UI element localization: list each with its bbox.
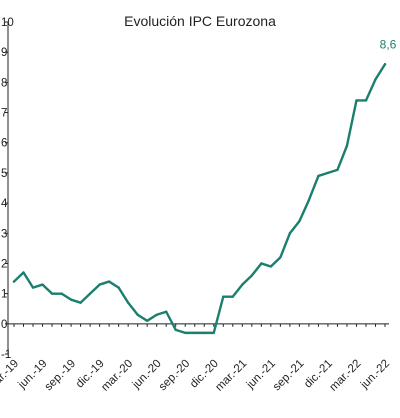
data-point — [364, 99, 368, 102]
data-point — [136, 313, 139, 316]
y-tick-label: 9 — [1, 47, 7, 59]
x-tick-label: jun.-22 — [358, 358, 392, 392]
y-tick-label: 10 — [1, 17, 14, 29]
y-tick-label: 6 — [1, 138, 7, 150]
data-point — [250, 274, 254, 277]
data-point — [126, 301, 130, 304]
y-tick-label: 4 — [1, 198, 8, 210]
data-point — [231, 295, 234, 298]
data-point — [345, 144, 349, 147]
series-layer — [12, 63, 387, 335]
data-point — [184, 331, 187, 335]
data-point — [174, 328, 177, 332]
data-point — [155, 313, 158, 316]
y-tick-label: 5 — [1, 168, 7, 180]
data-point — [203, 331, 206, 335]
data-point — [60, 292, 63, 295]
y-tick-label: 1 — [1, 289, 7, 301]
y-axis: -1 0 1 2 3 4 5 6 7 8 9 10 — [1, 17, 14, 361]
data-point — [336, 168, 339, 172]
data-point — [279, 256, 282, 259]
data-point — [145, 319, 149, 322]
x-tick-label: mar.-19 — [0, 358, 21, 394]
data-point — [107, 280, 111, 283]
x-axis: mar.-19jun.-19sep.-19dic.-19mar.-20jun.-… — [0, 323, 392, 394]
data-point — [212, 331, 215, 335]
data-point — [326, 171, 330, 175]
data-point — [88, 292, 92, 295]
x-tick-label: mar.-21 — [213, 358, 249, 394]
data-point — [374, 78, 377, 81]
data-point — [307, 198, 311, 202]
data-point — [50, 292, 54, 295]
y-tick-label: 0 — [1, 319, 7, 331]
data-point — [117, 286, 120, 289]
data-point — [355, 99, 358, 102]
data-point — [31, 286, 35, 289]
y-tick-label: 8 — [1, 77, 7, 89]
data-label-layer: 8,6 — [380, 37, 397, 51]
data-point — [260, 262, 263, 265]
data-point — [383, 63, 387, 66]
y-tick-label: -1 — [1, 349, 11, 361]
data-point — [41, 283, 44, 286]
y-tick-label: 7 — [1, 108, 7, 120]
data-point — [165, 310, 168, 313]
x-tick-label: sep.-20 — [157, 358, 193, 394]
data-label: 8,6 — [380, 37, 397, 51]
x-tick-label: mar.-20 — [99, 358, 135, 394]
data-point — [241, 283, 244, 286]
chart-title: Evolución IPC Eurozona — [124, 13, 276, 29]
y-tick-label: 3 — [1, 228, 7, 240]
x-tick-label: sep.-21 — [271, 358, 307, 394]
data-point — [98, 283, 101, 286]
data-point — [79, 301, 82, 304]
data-point — [288, 232, 292, 235]
data-point — [298, 220, 301, 223]
x-tick-label: mar.-22 — [328, 358, 364, 394]
data-point — [269, 265, 273, 268]
data-point — [12, 280, 16, 283]
y-tick-label: 2 — [1, 258, 7, 270]
data-point — [193, 331, 196, 335]
x-tick-label: sep.-19 — [43, 358, 79, 394]
data-point — [317, 174, 320, 178]
data-point — [69, 298, 73, 301]
series-line — [12, 63, 387, 335]
data-point — [22, 271, 25, 274]
data-point — [222, 295, 225, 298]
